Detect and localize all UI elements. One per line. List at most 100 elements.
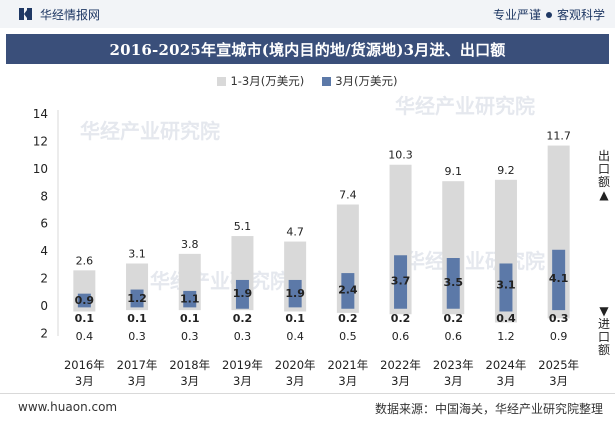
bar-import-monthly bbox=[183, 306, 197, 308]
x-tick-label: 2023年 bbox=[433, 358, 474, 372]
bar-import-cumulative bbox=[178, 306, 201, 311]
data-label-export-cumulative: 3.8 bbox=[181, 238, 199, 251]
x-tick-label: 2018年 bbox=[169, 358, 210, 372]
y-tick-label: 6 bbox=[40, 217, 48, 231]
data-label-export-monthly: 3.1 bbox=[496, 279, 516, 292]
data-label-export-cumulative: 3.1 bbox=[128, 247, 146, 260]
x-tick-label: 3月 bbox=[549, 374, 568, 388]
x-tick-label: 2020年 bbox=[275, 358, 316, 372]
bar-import-cumulative bbox=[389, 306, 412, 315]
dot-separator-icon bbox=[545, 11, 552, 18]
data-label-export-monthly: 3.7 bbox=[391, 275, 411, 288]
side-label-export: 出口额 ▲ bbox=[597, 150, 611, 202]
x-tick-label: 3月 bbox=[233, 374, 252, 388]
legend-swatch-monthly bbox=[322, 76, 332, 86]
data-label-export-cumulative: 10.3 bbox=[388, 149, 413, 162]
data-label-export-cumulative: 9.2 bbox=[497, 164, 515, 177]
data-label-import-monthly: 0.1 bbox=[180, 312, 200, 325]
x-tick-label: 2025年 bbox=[538, 358, 579, 372]
data-label-export-cumulative: 9.1 bbox=[445, 165, 463, 178]
data-label-export-monthly: 4.1 bbox=[549, 272, 569, 285]
bar-import-monthly bbox=[235, 306, 249, 309]
side-label-import-text: 进口额 bbox=[597, 317, 610, 357]
y-tick-label: 2 bbox=[40, 272, 48, 286]
bar-import-monthly bbox=[499, 306, 513, 312]
bar-export-monthly bbox=[288, 279, 302, 306]
legend-item-cumulative: 1-3月(万美元) bbox=[217, 72, 304, 90]
tagline: 专业严谨 客观科学 bbox=[493, 6, 605, 23]
chart-legend: 1-3月(万美元) 3月(万美元) bbox=[0, 72, 615, 90]
x-tick-label: 3月 bbox=[338, 374, 357, 388]
data-label-export-monthly: 1.2 bbox=[127, 292, 147, 305]
bar-import-monthly bbox=[288, 306, 302, 308]
data-label-export-cumulative: 2.6 bbox=[76, 254, 94, 267]
data-label-import-monthly: 0.1 bbox=[285, 312, 305, 325]
data-label-import-monthly: 0.3 bbox=[549, 312, 569, 325]
bar-export-monthly bbox=[341, 273, 355, 306]
data-label-export-monthly: 2.4 bbox=[338, 284, 358, 297]
data-label-import-cumulative: 0.4 bbox=[76, 330, 94, 343]
x-tick-label: 3月 bbox=[444, 374, 463, 388]
bar-import-monthly bbox=[341, 306, 355, 309]
bar-export-monthly bbox=[552, 249, 566, 306]
bar-import-monthly bbox=[77, 306, 91, 308]
data-label-export-monthly: 1.1 bbox=[180, 292, 200, 305]
y-tick-label: 12 bbox=[33, 134, 48, 148]
data-label-import-cumulative: 0.9 bbox=[550, 330, 568, 343]
legend-label-monthly: 3月(万美元) bbox=[335, 74, 398, 88]
y-tick-label: 0 bbox=[40, 299, 48, 313]
data-label-export-monthly: 3.5 bbox=[444, 276, 464, 289]
bar-export-monthly bbox=[394, 255, 408, 306]
bar-import-cumulative bbox=[442, 306, 465, 315]
bar-export-monthly bbox=[130, 289, 144, 306]
bar-import-cumulative bbox=[284, 306, 307, 312]
data-label-import-cumulative: 0.4 bbox=[286, 330, 304, 343]
data-label-import-monthly: 0.2 bbox=[338, 312, 358, 325]
data-label-export-cumulative: 11.7 bbox=[546, 130, 571, 143]
x-tick-label: 3月 bbox=[128, 374, 147, 388]
data-label-export-monthly: 1.9 bbox=[233, 287, 253, 300]
x-tick-label: 3月 bbox=[497, 374, 516, 388]
data-label-import-monthly: 0.4 bbox=[496, 312, 516, 325]
data-label-import-cumulative: 0.3 bbox=[181, 330, 199, 343]
data-label-import-cumulative: 0.3 bbox=[234, 330, 252, 343]
data-label-import-cumulative: 1.2 bbox=[497, 330, 515, 343]
data-label-import-monthly: 0.1 bbox=[75, 312, 95, 325]
tagline-right: 客观科学 bbox=[556, 8, 605, 22]
bar-import-cumulative bbox=[73, 306, 96, 312]
down-triangle-icon: ▼ bbox=[599, 304, 609, 318]
y-tick-label: 8 bbox=[40, 189, 48, 203]
footer-divider bbox=[0, 393, 615, 394]
legend-label-cumulative: 1-3月(万美元) bbox=[230, 74, 305, 88]
data-label-export-monthly: 1.9 bbox=[285, 287, 305, 300]
data-label-export-cumulative: 4.7 bbox=[286, 226, 304, 239]
brand: 华经情报网 bbox=[18, 6, 100, 22]
side-label-export-text: 出口额 bbox=[597, 149, 610, 189]
x-tick-label: 2024年 bbox=[486, 358, 527, 372]
x-tick-label: 3月 bbox=[286, 374, 305, 388]
data-label-import-cumulative: 0.6 bbox=[392, 330, 410, 343]
footer-website: www.huaon.com bbox=[18, 400, 118, 414]
x-tick-label: 3月 bbox=[391, 374, 410, 388]
brand-name: 华经情报网 bbox=[40, 7, 101, 22]
data-label-import-monthly: 0.1 bbox=[127, 312, 147, 325]
data-label-export-monthly: 0.9 bbox=[75, 294, 95, 307]
data-label-import-cumulative: 0.6 bbox=[445, 330, 463, 343]
y-tick-label: 14 bbox=[33, 107, 48, 121]
tagline-left: 专业严谨 bbox=[492, 8, 541, 22]
bar-export-monthly bbox=[183, 290, 197, 306]
x-tick-label: 2016年 bbox=[64, 358, 105, 372]
bar-import-monthly bbox=[446, 306, 460, 309]
data-label-export-cumulative: 5.1 bbox=[234, 220, 252, 233]
legend-item-monthly: 3月(万美元) bbox=[322, 72, 398, 90]
x-tick-label: 3月 bbox=[180, 374, 199, 388]
x-tick-label: 2022年 bbox=[380, 358, 421, 372]
top-bar: 华经情报网 专业严谨 客观科学 bbox=[0, 0, 615, 28]
x-tick-label: 2017年 bbox=[117, 358, 158, 372]
data-label-import-cumulative: 0.5 bbox=[339, 330, 357, 343]
bar-export-monthly bbox=[235, 279, 249, 306]
data-label-import-monthly: 0.2 bbox=[233, 312, 253, 325]
chart-title: 2016-2025年宣城市(境内目的地/货源地)3月进、出口额 bbox=[6, 34, 609, 64]
bar-export-monthly bbox=[499, 263, 513, 306]
